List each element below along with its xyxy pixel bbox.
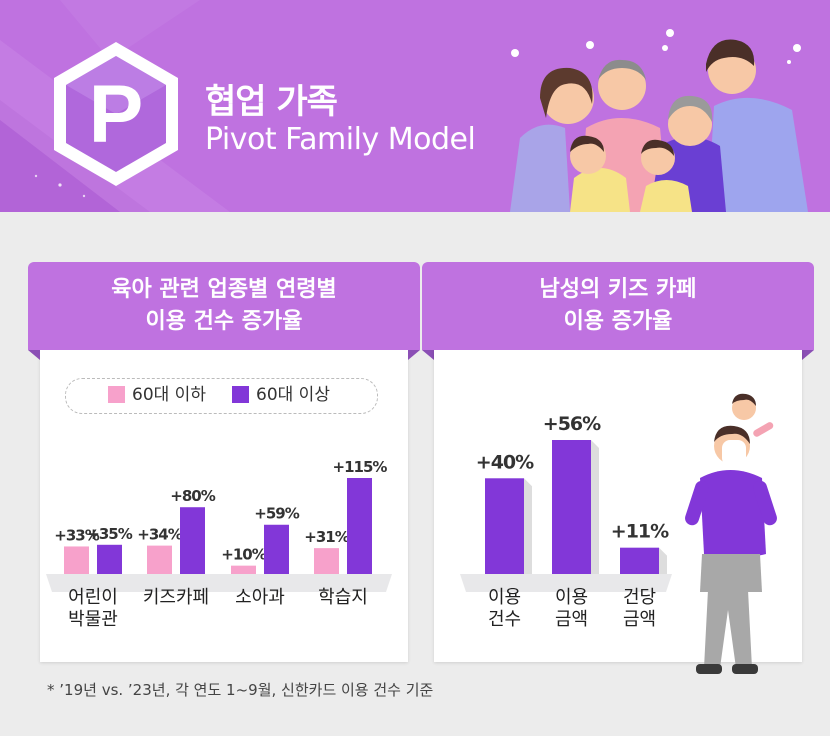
bar-value-label: +35%: [87, 525, 132, 543]
legend-swatch-under60: [108, 386, 125, 403]
bar-value-label: +115%: [333, 458, 388, 476]
bar-value-label: +31%: [304, 528, 349, 546]
category-label: 어린이: [68, 587, 118, 608]
bar-0: [485, 478, 524, 574]
legend-label-under60: 60대 이하: [132, 385, 206, 405]
left-panel: [40, 350, 408, 662]
bar-1: [552, 440, 591, 574]
bar-over60-1: [180, 507, 205, 574]
bar-shadow: [591, 440, 599, 574]
logo-letter: P: [89, 69, 144, 160]
bar-shadow: [659, 547, 667, 574]
right-title-line-2: 이용 증가율: [563, 309, 673, 334]
bar-value-label: +56%: [543, 413, 601, 435]
category-label: 금액: [555, 609, 588, 630]
page-subtitle: Pivot Family Model: [205, 122, 476, 157]
right-panel-title: 남성의 키즈 카페 이용 증가율: [422, 262, 814, 350]
bar-value-label: +11%: [611, 521, 669, 543]
bar-value-label: +40%: [476, 451, 534, 473]
left-panel-title: 육아 관련 업종별 연령별 이용 건수 증가율: [28, 262, 420, 350]
bar-shadow: [524, 478, 532, 574]
dad-child-illustration: [685, 393, 777, 674]
category-label: 이용: [555, 587, 588, 608]
category-label: 건수: [488, 609, 521, 630]
left-title-line-2: 이용 건수 증가율: [145, 309, 303, 334]
chart-legend: 60대 이하 60대 이상: [65, 378, 378, 414]
bar-under60-0: [64, 546, 89, 574]
category-label: 소아과: [235, 587, 285, 608]
bar-value-label: +80%: [170, 487, 215, 505]
left-axis-band: [46, 574, 392, 592]
family-illustration: [510, 29, 808, 212]
bar-over60-2: [264, 524, 289, 574]
bar-over60-3: [347, 478, 372, 574]
category-label: 건당: [623, 587, 656, 608]
bar-under60-3: [314, 548, 339, 574]
bar-2: [620, 547, 659, 574]
bar-under60-2: [231, 565, 256, 574]
pivot-logo: P: [54, 42, 178, 186]
legend-label-over60: 60대 이상: [256, 385, 330, 405]
left-title-line-1: 육아 관련 업종별 연령별: [111, 277, 337, 302]
page-title: 협업 가족: [205, 82, 338, 122]
category-label: 이용: [488, 587, 521, 608]
category-label: 박물관: [68, 609, 118, 630]
category-label: 금액: [623, 609, 656, 630]
bar-value-label: +10%: [221, 546, 266, 564]
bar-over60-0: [97, 544, 122, 574]
right-axis-band: [460, 574, 672, 592]
bar-value-label: +34%: [137, 526, 182, 544]
bar-under60-1: [147, 545, 172, 574]
category-label: 키즈카페: [143, 587, 209, 608]
bar-value-label: +59%: [254, 505, 299, 523]
footnote: * ’19년 vs. ’23년, 각 연도 1~9월, 신한카드 이용 건수 기…: [47, 681, 434, 699]
bar-value-label: +33%: [54, 526, 99, 544]
header-banner: P 협업 가족 Pivot Family Model: [0, 0, 830, 212]
right-title-line-1: 남성의 키즈 카페: [539, 277, 697, 302]
category-label: 학습지: [318, 587, 368, 608]
legend-swatch-over60: [232, 386, 249, 403]
